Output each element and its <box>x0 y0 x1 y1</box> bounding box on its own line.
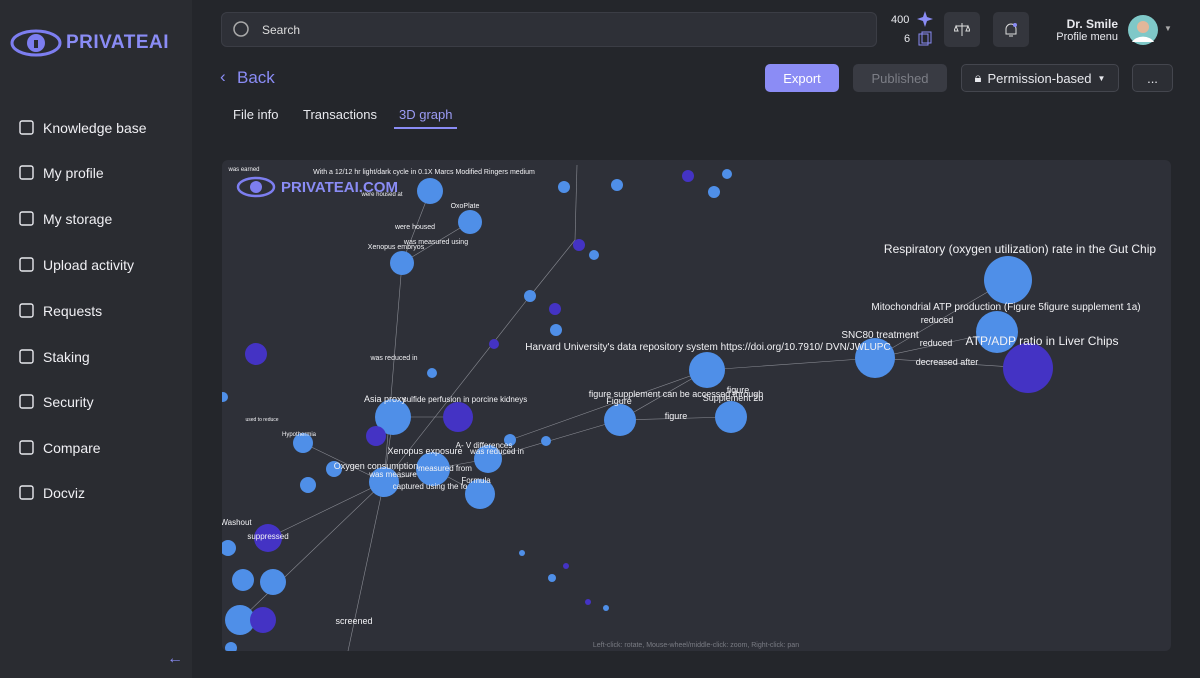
node-label: decreased after <box>916 357 979 367</box>
graph-help: Left-click: rotate, Mouse-wheel/middle-c… <box>593 642 799 649</box>
files-icon <box>918 31 932 46</box>
compare-button[interactable] <box>944 12 980 47</box>
nav-icon <box>19 211 34 226</box>
nav-item[interactable]: Requests <box>18 302 102 319</box>
node-label: Supplement 2b <box>703 393 764 403</box>
node-label: were housed at <box>360 192 402 198</box>
tab-active[interactable]: 3D graph <box>399 107 453 122</box>
node-label: A- V differences <box>456 441 513 450</box>
nav-item[interactable]: Knowledge base <box>18 119 147 136</box>
node-label: screened <box>335 616 372 626</box>
node-label: Washout <box>222 518 252 527</box>
nav-icon <box>19 303 34 318</box>
nav-icon <box>19 394 34 409</box>
node-label: was reduced in <box>369 355 417 362</box>
back-icon[interactable]: ‹ <box>220 67 226 86</box>
node-label: reduced <box>921 315 954 325</box>
credits: 400 <box>891 14 910 26</box>
nav-label: Upload activity <box>43 256 135 273</box>
node-label: SNC80 treatment <box>841 330 918 341</box>
node-label: ATP/ADP ratio in Liver Chips <box>966 334 1119 348</box>
search-icon <box>233 21 249 37</box>
node-label: sulfide perfusion in porcine kidneys <box>403 395 528 404</box>
graph-nodes <box>222 169 1053 651</box>
tab[interactable]: Transactions <box>303 107 377 122</box>
export-button[interactable]: Export <box>765 64 839 92</box>
node-label: Harvard University's data repository sys… <box>525 342 890 353</box>
node-label: Figure <box>606 396 632 406</box>
node-label: Formula <box>461 476 491 485</box>
node-label: OxoPlate <box>451 203 480 210</box>
nav-label: Security <box>43 393 94 410</box>
node-label: Xenopus embryos <box>368 244 425 251</box>
notification-button[interactable] <box>993 12 1029 47</box>
node-label: used to reduce <box>245 417 278 423</box>
search-placeholder: Search <box>262 23 301 37</box>
nav-item[interactable]: Upload activity <box>18 256 134 273</box>
node-label: measured from <box>418 464 472 473</box>
node-label: figure supplement can be accessed throug… <box>589 389 764 399</box>
node-label: Hypothermia <box>282 432 317 438</box>
nav-item[interactable]: Compare <box>18 439 101 456</box>
node-label: Mitochondrial ATP production (Figure 5fi… <box>871 302 1140 313</box>
tab[interactable]: File info <box>233 107 279 122</box>
permission-dropdown[interactable]: 🔒︎ Permission-based ▼ <box>961 64 1119 92</box>
graph-3d[interactable]: PRIVATEAI.COM Left-click: rotate, Mouse-… <box>222 160 1171 651</box>
nav-label: Staking <box>43 348 90 365</box>
nav-item[interactable]: Docviz <box>18 484 85 501</box>
nav-item[interactable]: My profile <box>18 164 104 181</box>
node-label: Asia proxy <box>364 394 407 404</box>
node-label: was measured using <box>403 239 468 246</box>
nav-label: Compare <box>43 439 101 456</box>
caret: ▼ <box>1097 73 1106 83</box>
nav-icon <box>19 485 34 500</box>
node-label: reduced <box>920 338 953 348</box>
nav-icon <box>19 165 34 180</box>
node-label: Oxygen consumption <box>334 461 419 471</box>
nav-label: Requests <box>43 302 103 319</box>
nav-label: My storage <box>43 210 113 227</box>
nav-item[interactable]: Staking <box>18 348 90 365</box>
nav-icon <box>19 257 34 272</box>
logo-text: PRIVATEAI <box>66 32 170 53</box>
credits-icon <box>917 11 933 27</box>
sidebar: PRIVATEAI Knowledge base My profile My sto… <box>0 0 192 678</box>
nav-item[interactable]: Security <box>18 393 94 410</box>
node-label: were housed <box>394 224 435 231</box>
user-name: Dr. Smile <box>1066 17 1118 31</box>
collapse-button[interactable]: ← <box>167 650 183 667</box>
files-count: 6 <box>904 33 911 45</box>
more-button[interactable]: ... <box>1132 64 1173 92</box>
node-label: Xenopus exposure <box>387 446 462 456</box>
node-label: suppressed <box>247 532 288 541</box>
caret: ▼ <box>1164 24 1172 33</box>
node-label: Respiratory (oxygen utilization) rate in… <box>884 242 1156 256</box>
logo-icon <box>10 29 62 57</box>
avatar[interactable] <box>1128 15 1158 45</box>
node-label: With a 12/12 hr light/dark cycle in 0.1X… <box>313 169 535 176</box>
nav-icon <box>19 440 34 455</box>
published-button: Published <box>853 64 947 92</box>
watermark-icon <box>236 176 276 198</box>
nav-item[interactable]: My storage <box>18 210 112 227</box>
search-box[interactable]: Search <box>221 12 877 47</box>
node-label: was reduced in <box>469 447 524 456</box>
nav-label: Knowledge base <box>43 119 147 136</box>
nav-icon <box>19 349 34 364</box>
node-label: figure <box>727 385 750 395</box>
lock-icon: 🔒︎ <box>974 70 982 85</box>
nav-label: My profile <box>43 164 104 181</box>
node-label: captured using the fo <box>393 482 468 491</box>
nav-icon <box>19 120 34 135</box>
user-menu[interactable]: Profile menu <box>1056 31 1118 43</box>
node-label: figure <box>665 411 688 421</box>
node-label: was measure <box>368 470 417 479</box>
watermark: PRIVATEAI.COM <box>281 179 398 196</box>
back-link[interactable]: Back <box>237 68 275 87</box>
node-label: was earned <box>227 167 259 173</box>
tab-underline <box>394 127 457 129</box>
nav-label: Docviz <box>43 484 86 501</box>
permission-label: Permission-based <box>987 70 1092 86</box>
